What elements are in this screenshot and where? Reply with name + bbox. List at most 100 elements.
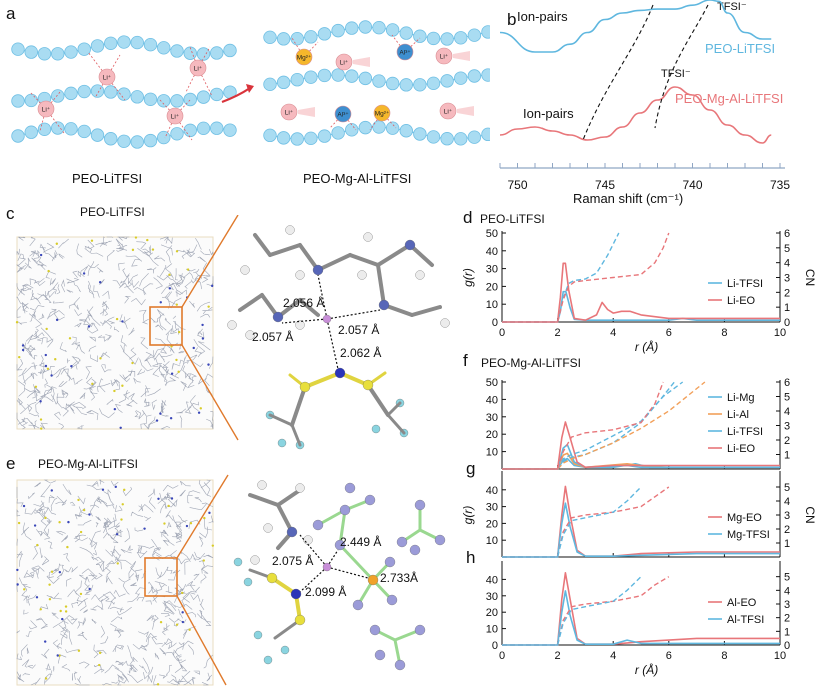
chain-bead — [454, 132, 468, 146]
atom-dot — [79, 592, 83, 596]
panel-b-raman-chart: Ion-pairs Ion-pairs TFSI⁻ TFSI⁻ PEO-LiTF… — [499, 0, 790, 206]
atom-dot — [54, 358, 57, 361]
atom-dot — [177, 370, 180, 374]
y2-tick-label: 5 — [784, 243, 790, 255]
panel-letter-d: d — [463, 208, 473, 227]
atom-dot — [88, 587, 91, 591]
atom-dot — [186, 268, 190, 271]
atom — [440, 318, 450, 328]
atom-dot — [70, 364, 73, 368]
atom-dot — [146, 238, 149, 242]
y2-tick-label: 3 — [784, 599, 790, 611]
atom-dot — [113, 389, 116, 393]
label-tfsi-bottom: TFSI⁻ — [661, 68, 691, 80]
chain-bead — [413, 78, 427, 92]
x-axis-label: Raman shift (cm⁻¹) — [573, 191, 683, 206]
atom — [294, 614, 306, 626]
x-axis-label: r (Å) — [635, 339, 658, 354]
y-tick-label: 10 — [486, 535, 498, 547]
atom — [286, 526, 298, 538]
chain-bead — [117, 87, 131, 101]
legend-label: Li-EO — [727, 295, 756, 307]
bond — [376, 263, 386, 307]
legend-label: Li-Mg — [727, 392, 755, 404]
coordination-line — [303, 41, 319, 58]
y2-tick-label: 2 — [784, 524, 790, 536]
atom — [415, 270, 425, 280]
atom — [303, 535, 313, 545]
chain-bead — [157, 130, 171, 145]
chain-bead — [481, 127, 490, 142]
panel-letter-b: b — [507, 10, 517, 29]
atom-dot — [181, 620, 185, 624]
atom-dot — [44, 677, 48, 680]
ion-circle — [335, 53, 353, 71]
panel-letter-c: c — [6, 204, 15, 223]
bond — [338, 508, 347, 547]
atom-dot — [207, 363, 210, 366]
coordination-bond — [326, 549, 339, 568]
ion-label: Li⁺ — [340, 60, 349, 67]
atom-dot — [188, 628, 191, 631]
y2-tick-label: 6 — [784, 228, 790, 240]
chain-bead — [358, 20, 373, 34]
atom-dot — [134, 236, 138, 239]
legend-label: Li-EO — [727, 443, 756, 455]
zoom-line — [181, 344, 239, 441]
atom-dot — [175, 250, 179, 253]
atom — [253, 630, 263, 640]
atom — [364, 494, 376, 506]
li-ion: Li⁺ — [37, 100, 55, 118]
chain-bead — [317, 27, 332, 41]
atom-dot — [121, 320, 124, 323]
chain-bead — [77, 42, 91, 56]
atom-dot — [101, 488, 105, 491]
atom-dot — [143, 527, 146, 530]
atom-dot — [58, 521, 61, 524]
chain-bead — [263, 77, 277, 92]
y-tick-label: 20 — [486, 518, 498, 530]
atom — [334, 539, 346, 551]
series-g-li-al — [502, 452, 780, 470]
atom-dot — [181, 591, 184, 595]
chain-bead — [90, 39, 105, 53]
chain-bead — [290, 31, 304, 46]
x-tick-label: 6 — [666, 650, 672, 662]
chain-bead — [345, 123, 359, 137]
x-axis-label: r (Å) — [635, 662, 658, 677]
zoom-line — [181, 215, 239, 308]
atom-dot — [64, 605, 68, 608]
atom-dot — [58, 570, 62, 574]
bond — [376, 243, 412, 267]
chain-bead — [11, 42, 25, 56]
atom — [295, 320, 305, 330]
molecule-e — [233, 480, 446, 671]
atom-dot — [68, 337, 72, 340]
atom-dot — [18, 355, 21, 359]
atom-dot — [189, 522, 193, 525]
chain-bead — [143, 133, 158, 148]
series-cn-al-tfsi — [502, 576, 642, 646]
chain-bead — [104, 36, 118, 50]
ion-label: Li⁺ — [285, 110, 294, 117]
legend-label: Al-TFSI — [727, 614, 764, 626]
chain-bead — [196, 121, 211, 136]
tfsi-guide-line — [654, 4, 709, 129]
bond — [290, 385, 307, 427]
chain-bead — [481, 25, 490, 39]
atom — [357, 270, 367, 280]
panel-g-chart: 10 20 30 40 1 2 3 4 5 g(r) CN Mg-EO Mg-TFSI — [461, 471, 815, 558]
y2-tick-label: 0 — [784, 640, 790, 652]
panel-letter-e: e — [6, 454, 16, 473]
y2-tick-label: 5 — [784, 572, 790, 584]
label-ion-pairs-top: Ion-pairs — [517, 9, 568, 24]
atom — [352, 599, 364, 611]
chain-bead — [117, 134, 131, 148]
x-tick-label: 745 — [595, 178, 615, 192]
series-cn-li-tfsi — [502, 381, 684, 470]
al-ion: Al³⁺ — [334, 105, 352, 123]
distance-label-2: 2.075 Å — [272, 553, 313, 568]
atom-dot — [56, 654, 59, 657]
bond — [248, 493, 280, 507]
atom — [322, 314, 332, 324]
